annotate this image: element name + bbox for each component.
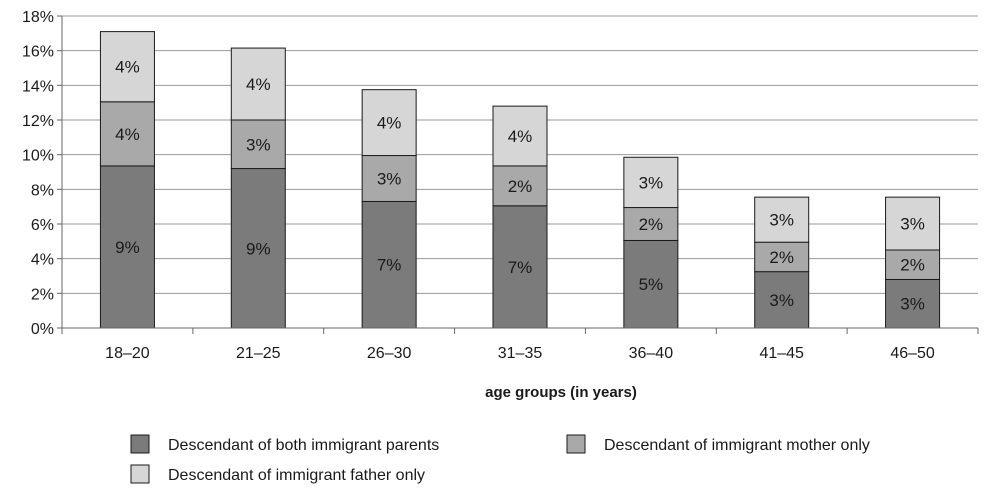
bar-value-label: 9% [246,239,271,258]
bar-value-label: 4% [377,114,402,133]
y-tick-label: 12% [22,113,54,130]
x-tick-label: 41–45 [759,345,804,362]
bar-value-label: 2% [769,248,794,267]
y-tick-label: 16% [22,44,54,61]
bar-segment [885,196,941,251]
bar-segment [492,165,548,207]
bar-segment [361,155,417,202]
bar-value-label: 4% [115,58,140,77]
bar-value-label: 3% [769,211,794,230]
bar-segment [361,89,417,157]
bar-value-label: 4% [246,75,271,94]
legend-swatch [130,464,150,484]
bar-segment [99,31,155,103]
bar-segment [230,119,286,170]
bar-value-label: 2% [508,177,533,196]
y-tick-label: 8% [31,182,54,199]
x-tick-label: 26–30 [367,345,412,362]
x-axis-title: age groups (in years) [485,384,637,401]
x-tick-label: 18–20 [105,345,150,362]
bar-segment [492,205,548,329]
y-tick-label: 18% [22,9,54,26]
bar-segment [885,278,941,329]
bar-value-label: 3% [769,291,794,310]
x-tick-label: 21–25 [236,345,281,362]
y-tick-label: 0% [31,321,54,338]
bar-segment [754,271,810,329]
x-tick-label: 46–50 [890,345,935,362]
x-axis-tick-labels: 18–20 21–25 26–30 31–35 36–40 41–45 46–50 [105,345,935,362]
bar-segment [623,156,679,209]
y-tick-label: 2% [31,286,54,303]
legend-label: Descendant of both immigrant parents [168,437,439,454]
bar-value-label: 3% [900,215,925,234]
bar-segment [361,200,417,329]
bar-segment [230,168,286,329]
bar-segment [99,101,155,167]
bar-value-label: 9% [115,238,140,257]
legend-label: Descendant of immigrant mother only [604,437,870,454]
legend-swatch [566,434,586,454]
bar-value-label: 3% [639,173,664,192]
bar-value-label: 4% [508,127,533,146]
legend: Descendant of both immigrant parents Desc… [130,434,870,484]
y-axis-tick-labels: 0% 2% 4% 6% 8% 10% 12% 14% 16% 18% [22,9,54,338]
x-tick-label: 36–40 [629,345,674,362]
bar-value-label: 7% [508,258,533,277]
bar-segment [230,47,286,121]
legend-swatch [130,434,150,454]
bar-segment [754,196,810,243]
bars: 9% 4% 4% 9% 3% 4% 7% 3% 4% 7% 2% 4% 5% 2% 3% 3% 2% 3% 3% 2%… [99,31,941,329]
bar-segment [492,105,548,167]
bar-value-label: 7% [377,256,402,275]
y-tick-label: 14% [22,78,54,95]
bar-value-label: 3% [377,170,402,189]
bar-value-label: 3% [900,295,925,314]
bar-value-label: 5% [639,275,664,294]
y-tick-label: 10% [22,148,54,165]
axes [61,16,979,334]
bar-segment [885,249,941,280]
bar-segment [623,239,679,329]
x-tick-label: 31–35 [498,345,543,362]
bar-value-label: 2% [900,256,925,275]
bar-value-label: 3% [246,135,271,154]
y-tick-label: 6% [31,217,54,234]
y-tick-label: 4% [31,252,54,269]
bar-value-label: 4% [115,125,140,144]
bar-value-label: 2% [639,215,664,234]
legend-label: Descendant of immigrant father only [168,467,425,484]
